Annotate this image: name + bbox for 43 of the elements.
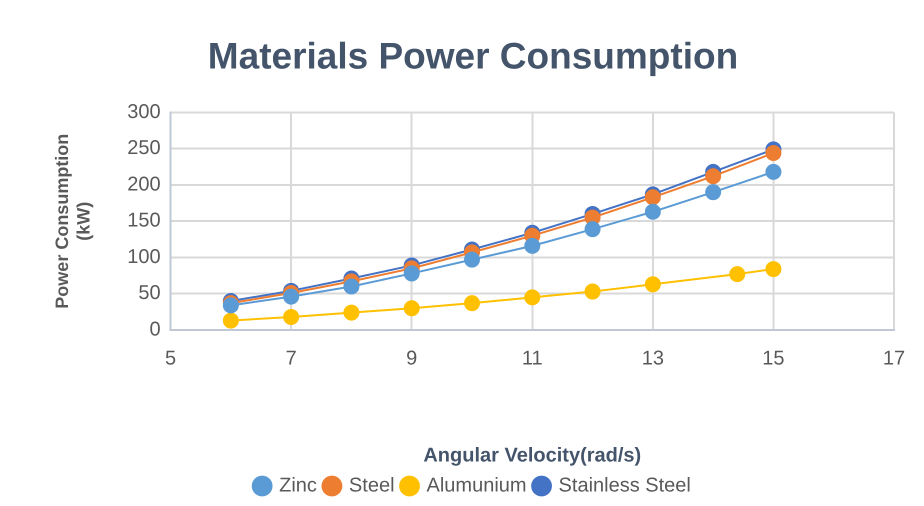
point [283, 288, 300, 305]
point [464, 295, 480, 312]
x-tick-label: 5 [165, 348, 176, 370]
x-tick-label: 7 [286, 348, 297, 370]
y-tick-label: 150 [127, 210, 161, 232]
point [705, 184, 722, 200]
chart-title: Materials Power Consumption [208, 35, 738, 76]
point [283, 308, 300, 325]
y-tick-label: 250 [127, 137, 161, 160]
point [524, 289, 540, 306]
legend-label: Stainless Steel [558, 474, 691, 497]
point [404, 265, 420, 282]
legend-label: Alumunium [426, 474, 527, 497]
point [644, 204, 661, 220]
y-tick-label: 200 [127, 173, 161, 196]
point [765, 261, 782, 278]
point [765, 164, 782, 180]
point [343, 304, 360, 321]
point [705, 168, 722, 184]
x-tick-label: 17 [882, 348, 906, 370]
point [343, 278, 360, 294]
x-tick-label: 11 [522, 348, 543, 370]
legend-label: Steel [348, 474, 395, 497]
point [584, 284, 601, 300]
x-tick-label: 15 [762, 348, 785, 370]
point [464, 252, 480, 268]
legend-label: Zinc [279, 474, 317, 497]
x-tick-label: 13 [642, 348, 664, 370]
point [729, 266, 746, 282]
point [644, 189, 661, 206]
y-tick-label: 300 [127, 100, 161, 123]
y-tick-label: 0 [149, 318, 161, 341]
point [584, 221, 601, 238]
y-axis-title: Power Consumption (kW) [52, 134, 94, 309]
point [765, 145, 782, 162]
y-tick-label: 100 [127, 246, 161, 268]
x-axis-title: Angular Velocity(rad/s) [423, 444, 642, 467]
x-tick-label: 9 [406, 348, 418, 370]
point [404, 300, 420, 316]
point [644, 276, 661, 292]
point [524, 238, 540, 254]
point [222, 312, 239, 329]
y-tick-label: 50 [138, 282, 161, 304]
